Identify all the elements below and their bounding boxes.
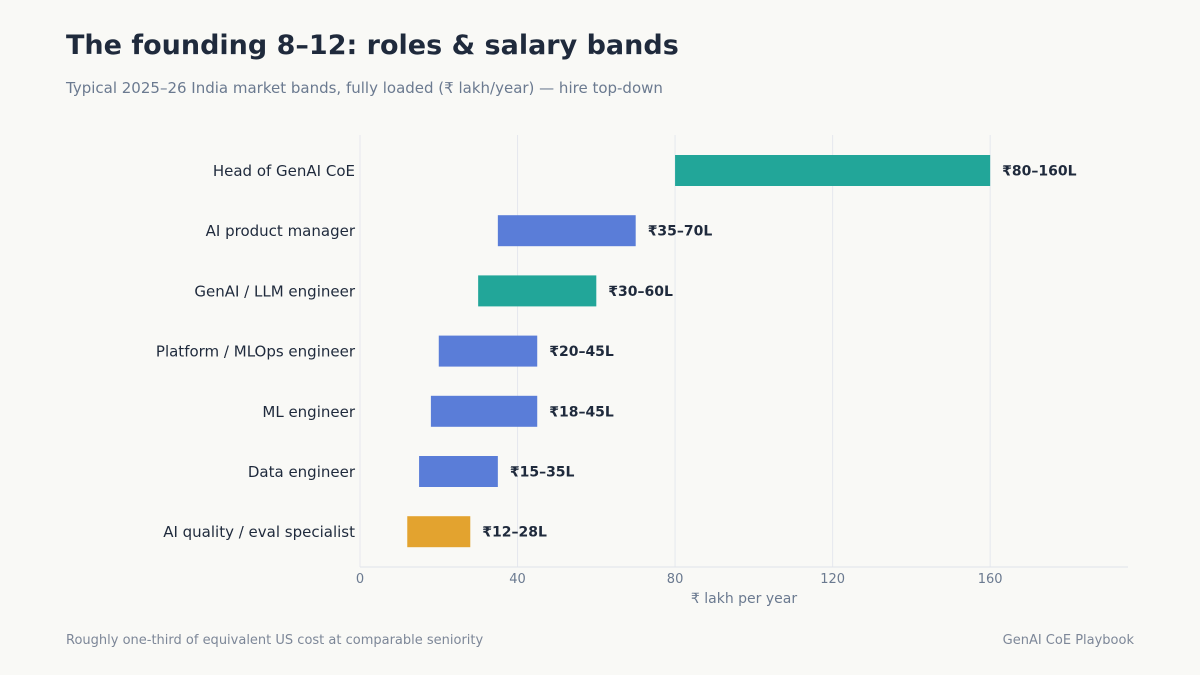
category-label: AI product manager bbox=[206, 222, 356, 240]
category-label: ML engineer bbox=[262, 403, 355, 421]
range-bar bbox=[430, 395, 538, 427]
value-label: ₹15–35L bbox=[510, 465, 575, 481]
range-bar bbox=[438, 335, 538, 367]
x-tick-label: 40 bbox=[509, 572, 526, 587]
category-label: Head of GenAI CoE bbox=[213, 162, 355, 180]
x-axis-label: ₹ lakh per year bbox=[691, 591, 797, 607]
x-tick-label: 80 bbox=[667, 572, 684, 587]
value-label: ₹20–45L bbox=[549, 344, 614, 360]
value-label: ₹18–45L bbox=[549, 404, 614, 420]
category-label: Platform / MLOps engineer bbox=[156, 343, 356, 361]
range-bar bbox=[497, 215, 636, 247]
range-bar bbox=[675, 155, 991, 186]
chart-title: The founding 8–12: roles & salary bands bbox=[66, 30, 679, 61]
category-label: AI quality / eval specialist bbox=[163, 523, 355, 541]
range-bar bbox=[419, 456, 498, 487]
footer-source: GenAI CoE Playbook bbox=[1002, 633, 1134, 648]
category-label: Data engineer bbox=[248, 463, 356, 481]
chart-subtitle: Typical 2025–26 India market bands, full… bbox=[66, 79, 663, 97]
footer-note: Roughly one-third of equivalent US cost … bbox=[66, 633, 484, 648]
value-label: ₹80–160L bbox=[1002, 164, 1076, 180]
value-label: ₹12–28L bbox=[482, 525, 547, 541]
x-tick-label: 120 bbox=[820, 572, 845, 587]
x-tick-label: 160 bbox=[978, 572, 1003, 587]
range-bar bbox=[407, 516, 471, 548]
category-label: GenAI / LLM engineer bbox=[194, 282, 355, 300]
value-label: ₹30–60L bbox=[608, 284, 673, 300]
range-bar bbox=[478, 275, 597, 307]
value-label: ₹35–70L bbox=[648, 224, 713, 240]
x-tick-label: 0 bbox=[356, 572, 364, 587]
